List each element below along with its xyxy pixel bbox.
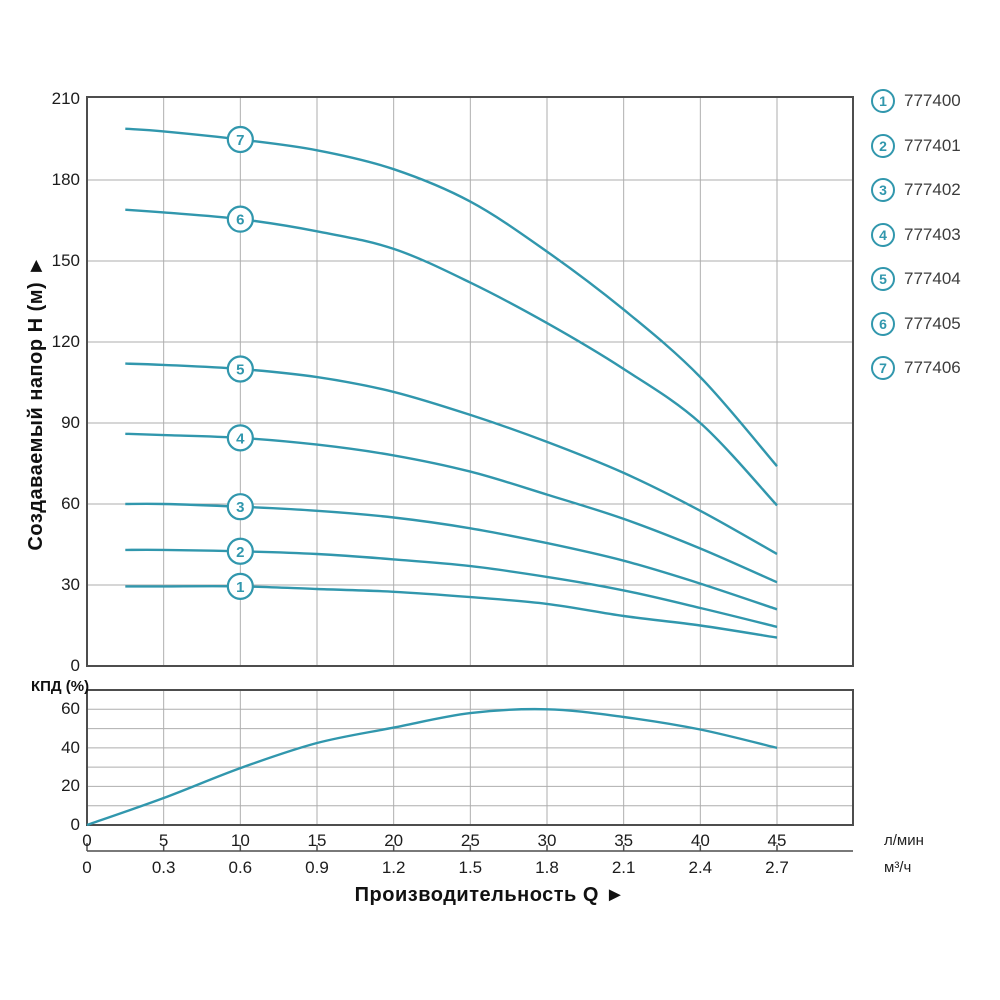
curve-marker-2: 2 xyxy=(226,537,254,565)
x-tick-m3h-0.9: 0.9 xyxy=(305,858,329,877)
curve-marker-1: 1 xyxy=(226,572,254,600)
x-unit-m3h: м³/ч xyxy=(884,859,912,876)
legend-circled-number-5: 5 xyxy=(871,267,895,291)
x-tick-lmin-30: 30 xyxy=(537,831,557,850)
eff-curve xyxy=(86,707,778,827)
x-tick-m3h-1.5: 1.5 xyxy=(458,858,483,877)
x-tick-lmin-40: 40 xyxy=(690,831,710,850)
legend-circled-number-3: 3 xyxy=(871,178,895,202)
legend-item-777401: 2 777401 xyxy=(871,133,961,159)
eff-tick-40: 40 xyxy=(61,737,80,757)
eff-tick-60: 60 xyxy=(61,699,80,719)
x-tick-lmin-15: 15 xyxy=(307,831,327,850)
x-tick-lmin-35: 35 xyxy=(614,831,634,850)
svg-text:6: 6 xyxy=(236,212,244,229)
y-axis-title: Создаваемый напор H (м) ► xyxy=(25,255,47,551)
x-axis-title: Производительность Q ► xyxy=(354,884,626,906)
head-curve-1 xyxy=(125,584,778,639)
svg-text:7: 7 xyxy=(236,132,244,149)
svg-text:1: 1 xyxy=(236,579,244,596)
head-plot-frame xyxy=(86,96,854,667)
x-tick-lmin-20: 20 xyxy=(384,831,404,850)
curve-marker-4: 4 xyxy=(226,424,254,452)
legend-model-number: 777402 xyxy=(904,180,961,199)
x-tick-m3h-0.6: 0.6 xyxy=(228,858,253,877)
svg-text:5: 5 xyxy=(236,362,244,379)
svg-text:2: 2 xyxy=(236,544,244,561)
eff-tick-20: 20 xyxy=(61,776,80,796)
head-plot-grid xyxy=(87,97,853,666)
y-tick-150: 150 xyxy=(51,251,80,270)
eff-plot-grid xyxy=(87,690,853,825)
legend-item-777403: 4 777403 xyxy=(871,222,961,248)
legend-circled-number-1: 1 xyxy=(871,89,895,113)
x-tick-m3h-1.2: 1.2 xyxy=(381,858,406,877)
x-tick-m3h-0: 0 xyxy=(82,858,92,877)
x-tick-lmin-10: 10 xyxy=(230,831,250,850)
y-tick-90: 90 xyxy=(61,413,80,432)
legend-item-777400: 1 777400 xyxy=(871,88,961,114)
legend-item-777402: 3 777402 xyxy=(871,177,961,203)
head-curve-7 xyxy=(125,127,778,467)
svg-text:3: 3 xyxy=(236,499,244,516)
curve-marker-7: 7 xyxy=(226,125,254,154)
efficiency-axis-label: КПД (%) xyxy=(31,678,90,695)
y-tick-120: 120 xyxy=(51,332,80,351)
legend-circled-number-7: 7 xyxy=(871,356,895,380)
y-tick-0: 0 xyxy=(70,656,80,675)
head-curve-2 xyxy=(125,548,778,629)
curve-marker-3: 3 xyxy=(226,493,254,521)
eff-tick-0: 0 xyxy=(70,815,80,834)
legend-item-777406: 7 777406 xyxy=(871,355,961,381)
head-curve-3 xyxy=(125,502,778,611)
legend-model-number: 777406 xyxy=(904,358,961,377)
legend-circled-number-6: 6 xyxy=(871,311,895,336)
x-tick-lmin-25: 25 xyxy=(460,831,480,850)
x-tick-m3h-2.7: 2.7 xyxy=(765,858,789,877)
y-tick-210: 210 xyxy=(51,89,80,108)
x-tick-m3h-2.1: 2.1 xyxy=(611,858,636,877)
x-tick-m3h-0.3: 0.3 xyxy=(151,858,176,877)
svg-text:4: 4 xyxy=(236,430,245,447)
x-scale-bar xyxy=(86,843,853,852)
x-unit-lmin: л/мин xyxy=(884,832,924,849)
legend-circled-number-4: 4 xyxy=(871,222,895,247)
legend-item-777404: 5 777404 xyxy=(871,266,961,292)
eff-plot-frame xyxy=(86,689,854,826)
head-curve-6 xyxy=(125,208,778,507)
legend-model-number: 777403 xyxy=(904,224,961,244)
x-tick-lmin-0: 0 xyxy=(82,831,92,850)
y-tick-30: 30 xyxy=(61,575,80,594)
curve-marker-6: 6 xyxy=(226,205,254,233)
x-tick-m3h-1.8: 1.8 xyxy=(535,858,559,877)
x-tick-m3h-2.4: 2.4 xyxy=(688,858,713,877)
curve-marker-5: 5 xyxy=(226,355,254,383)
head-curve-5 xyxy=(125,362,778,556)
legend-model-number: 777401 xyxy=(904,135,961,155)
head-curve-4 xyxy=(125,432,778,584)
x-tick-lmin-5: 5 xyxy=(158,831,169,850)
legend-model-number: 777400 xyxy=(904,91,961,110)
legend-model-number: 777404 xyxy=(904,269,961,288)
y-tick-180: 180 xyxy=(51,170,80,189)
legend-circled-number-2: 2 xyxy=(871,133,895,158)
y-tick-60: 60 xyxy=(61,494,80,513)
x-tick-lmin-45: 45 xyxy=(767,831,787,850)
legend-item-777405: 6 777405 xyxy=(871,311,961,337)
legend-model-number: 777405 xyxy=(904,313,961,333)
